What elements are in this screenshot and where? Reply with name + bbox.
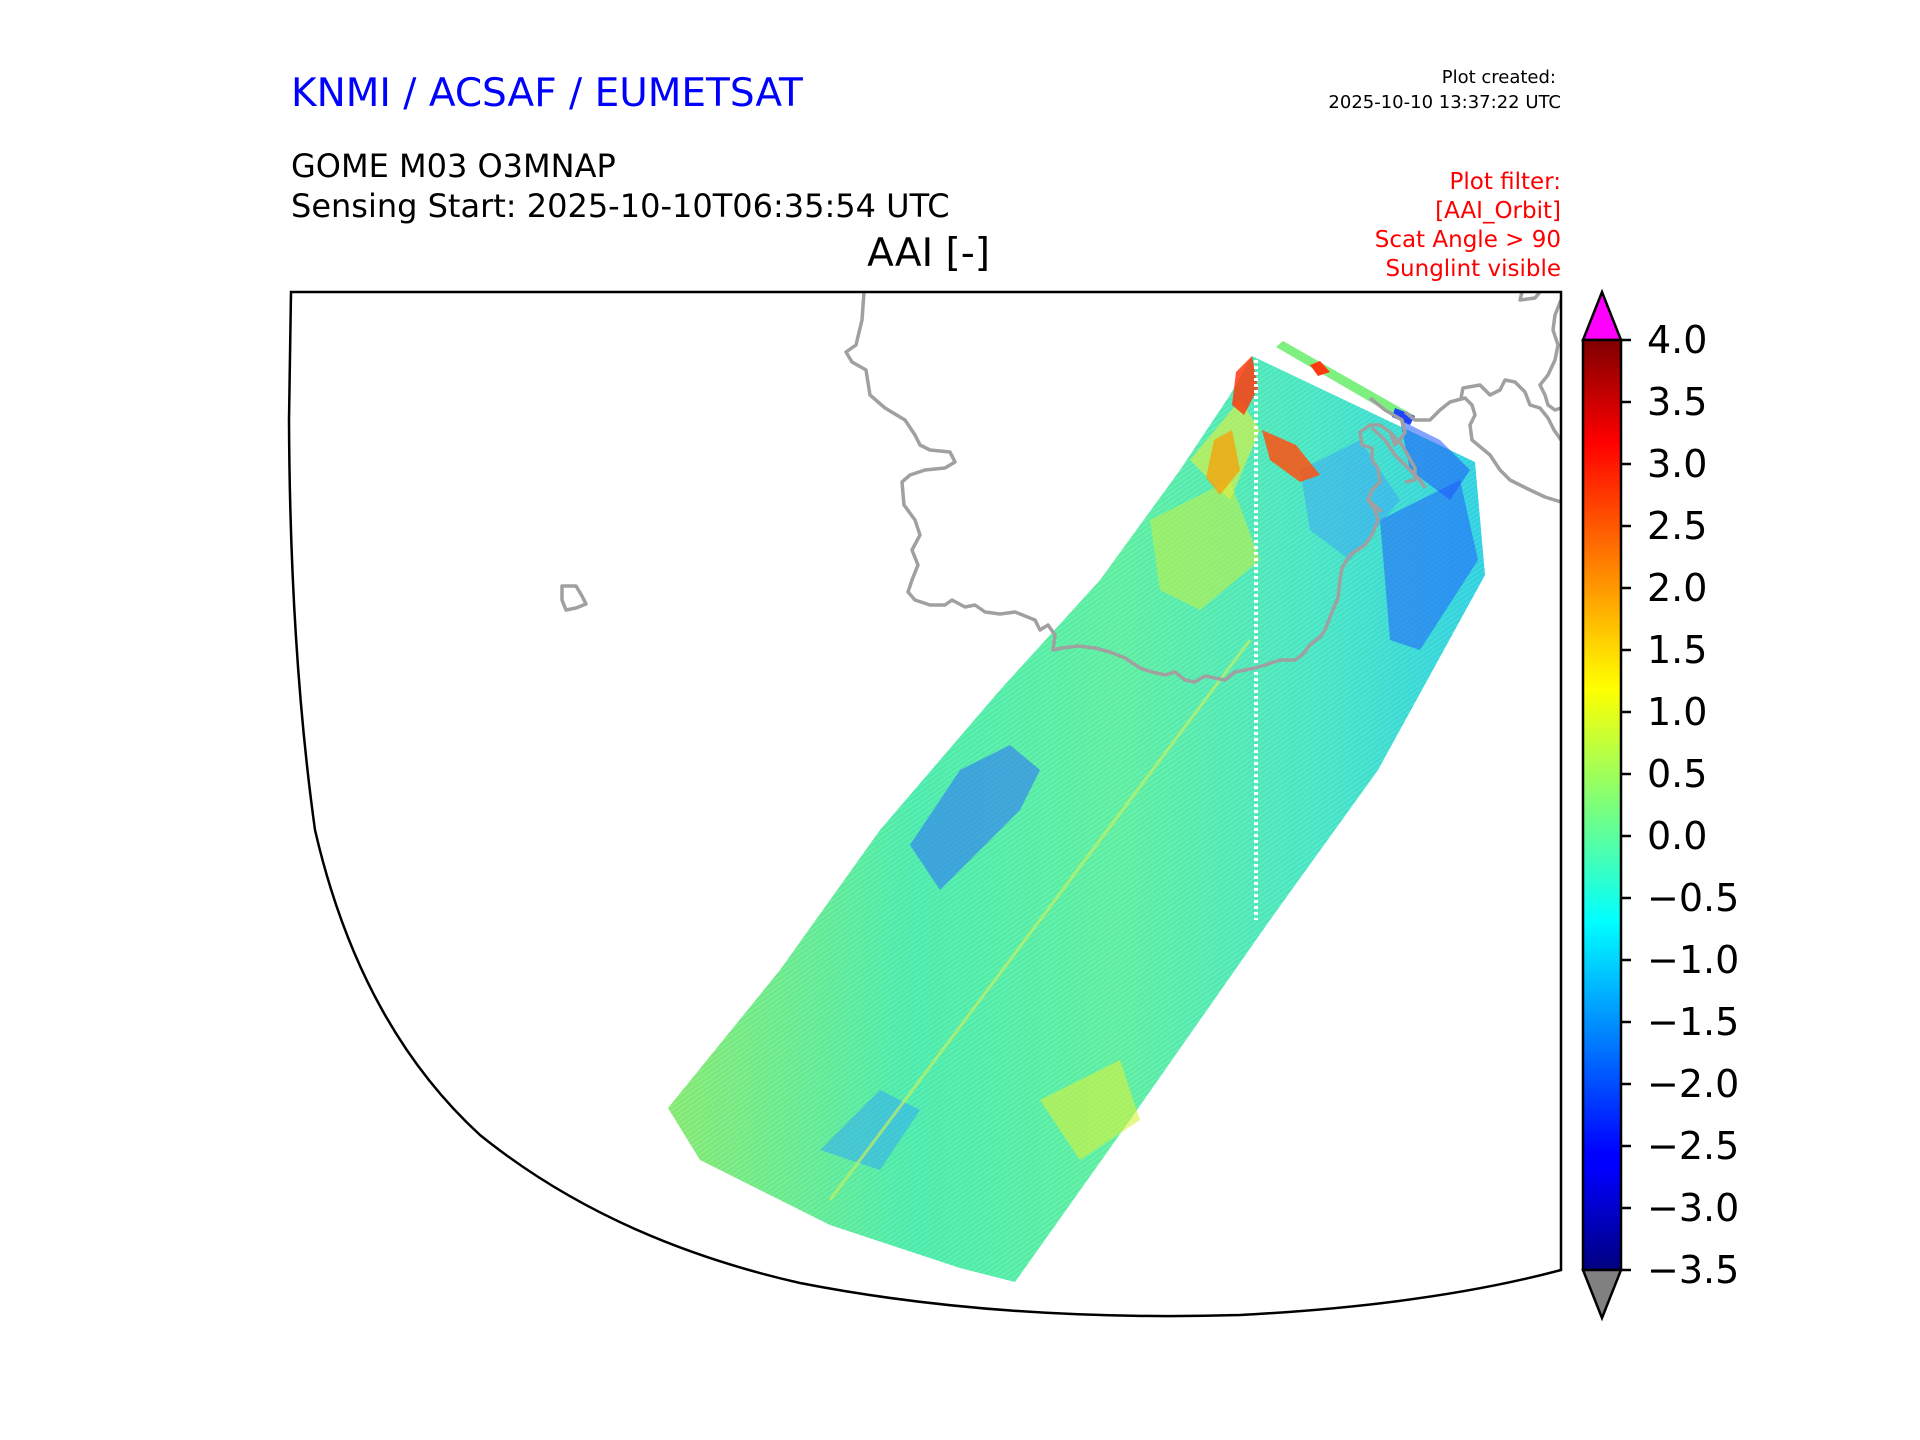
map-area [560, 292, 1561, 1282]
colorbar-tick-label: −2.5 [1647, 1124, 1739, 1168]
colorbar-tick-label: 0.0 [1647, 814, 1707, 858]
colorbar-tick-label: 4.0 [1647, 318, 1707, 362]
colorbar-tick-label: −1.5 [1647, 1000, 1739, 1044]
colorbar-under-triangle [1581, 1268, 1623, 1322]
filter-line-3: Scat Angle > 90 [1375, 227, 1561, 253]
agency-title: KNMI / ACSAF / EUMETSAT [291, 71, 803, 116]
colorbar-ticks: 4.0 3.5 3.0 2.5 2.0 1.5 1.0 0.5 0.0 −0.5 −1.0 −1.5 −… [1621, 318, 1739, 1292]
coastlines [560, 292, 1561, 684]
filter-line-1: Plot filter: [1449, 169, 1561, 195]
colorbar-tick-label: 2.0 [1647, 566, 1707, 610]
sensing-start: Sensing Start: 2025-10-10T06:35:54 UTC [291, 187, 950, 225]
colorbar-tick-label: 1.5 [1647, 628, 1707, 672]
plot-created-label: Plot created: [1442, 67, 1556, 88]
colorbar-tick-label: 3.0 [1647, 442, 1707, 486]
plot-created-time: 2025-10-10 13:37:22 UTC [1328, 92, 1561, 113]
colorbar-tick-label: 2.5 [1647, 504, 1707, 548]
colorbar-over-triangle [1581, 288, 1623, 342]
colorbar-tick-label: −2.0 [1647, 1062, 1739, 1106]
colorbar-tick-label: −3.0 [1647, 1186, 1739, 1230]
colorbar-tick-label: −1.0 [1647, 938, 1739, 982]
colorbar: 4.0 3.5 3.0 2.5 2.0 1.5 1.0 0.5 0.0 −0.5 −1.0 −1.5 −… [1581, 288, 1739, 1322]
aai-swath [668, 341, 1485, 1282]
colorbar-tick-label: −3.5 [1647, 1248, 1739, 1292]
map-frame [287, 290, 1563, 1318]
colorbar-tick-label: 0.5 [1647, 752, 1707, 796]
colorbar-tick-label: 1.0 [1647, 690, 1707, 734]
filter-line-2: [AAI_Orbit] [1435, 198, 1561, 224]
filter-line-4: Sunglint visible [1385, 256, 1561, 282]
colorbar-gradient [1581, 338, 1623, 1272]
colorbar-tick-label: −0.5 [1647, 876, 1739, 920]
colorbar-tick-label: 3.5 [1647, 380, 1707, 424]
variable-title: AAI [-] [867, 231, 990, 276]
product-title: GOME M03 O3MNAP [291, 147, 616, 185]
